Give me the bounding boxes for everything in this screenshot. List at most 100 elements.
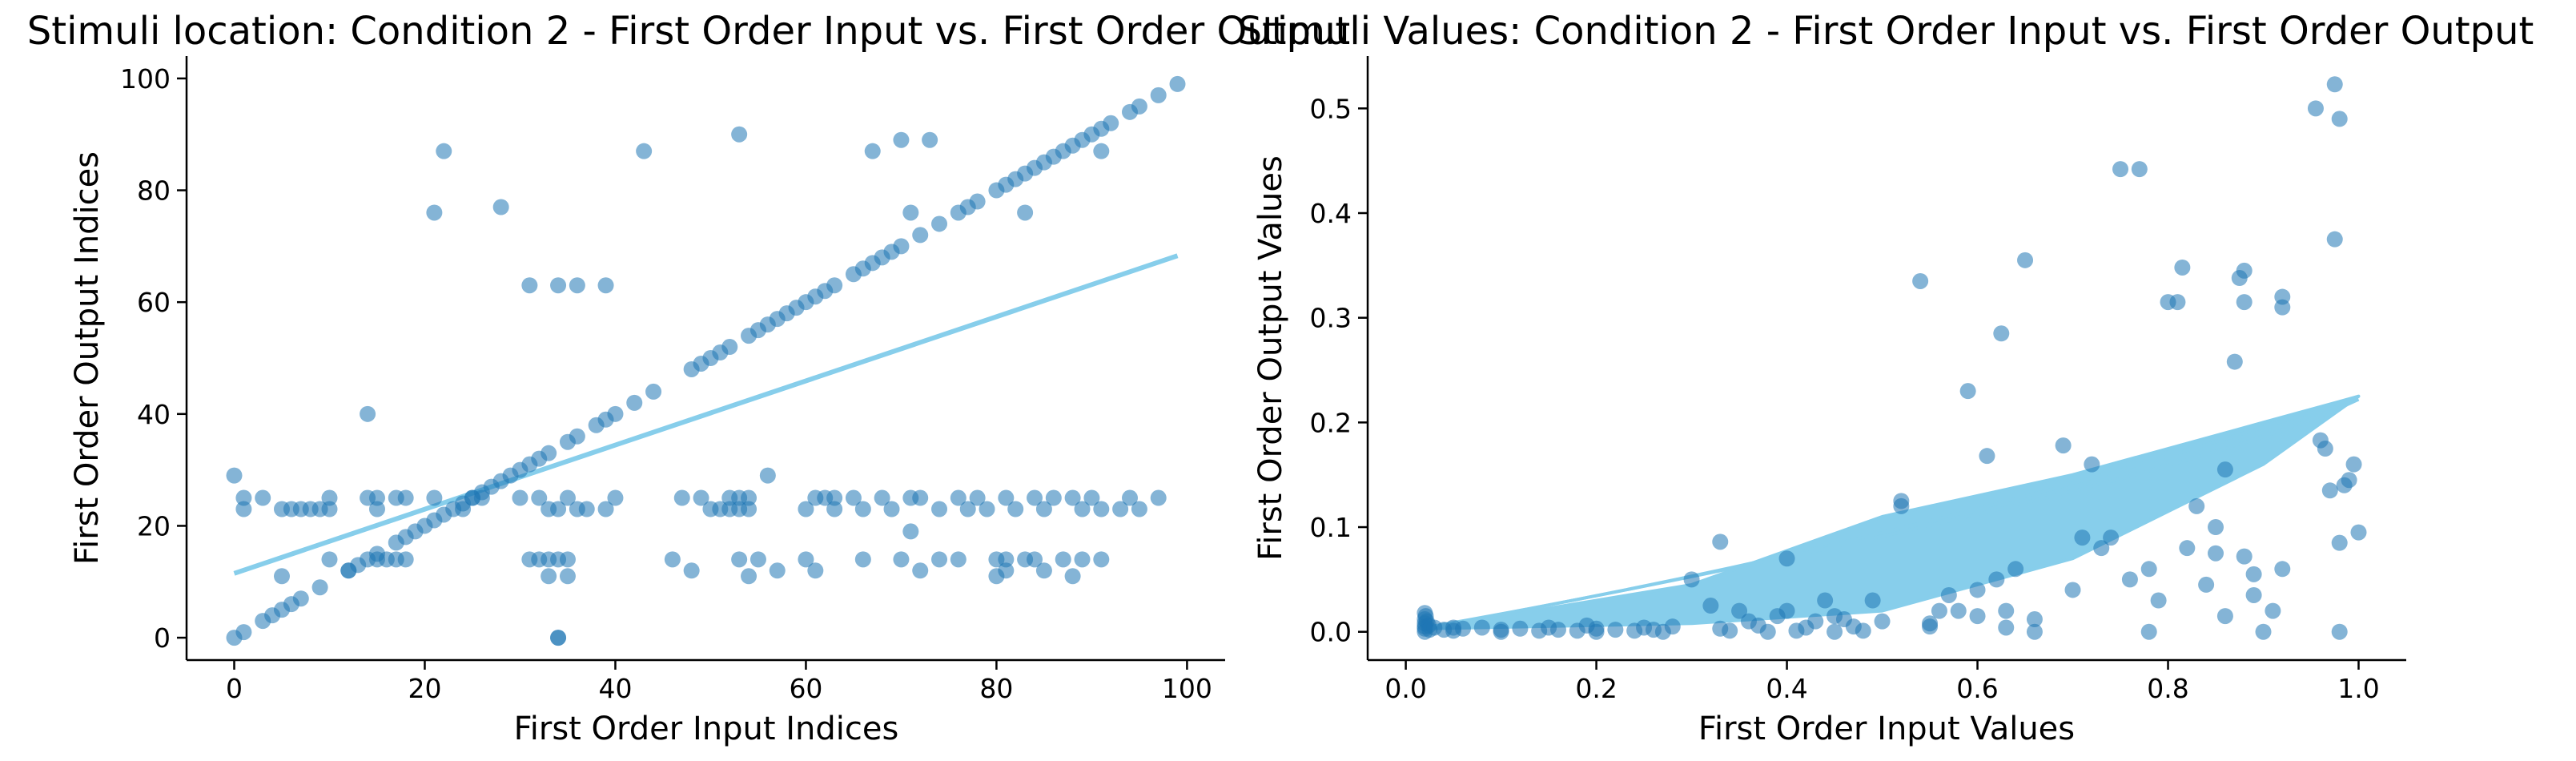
- data-point: [550, 501, 567, 517]
- data-point: [2331, 111, 2348, 127]
- data-point: [1473, 619, 1490, 636]
- data-point: [2307, 100, 2324, 117]
- x-tick-label: 0.4: [1766, 673, 1807, 704]
- data-point: [2345, 456, 2362, 473]
- data-point: [397, 489, 414, 506]
- data-point: [769, 562, 786, 579]
- data-point: [1055, 551, 1071, 568]
- data-point: [1931, 602, 1947, 619]
- data-point: [531, 489, 548, 506]
- data-point: [2274, 288, 2291, 305]
- data-point: [2208, 519, 2224, 536]
- data-point: [2007, 561, 2024, 578]
- regression-line: [233, 253, 1179, 576]
- y-tick-label: 40: [137, 399, 171, 430]
- data-point: [559, 489, 576, 506]
- y-tick-label: 0.3: [1310, 303, 1352, 334]
- x-axis-label: First Order Input Indices: [514, 711, 899, 747]
- data-point: [807, 562, 824, 579]
- fit-curve-strand: [1425, 397, 2360, 630]
- data-point: [2317, 441, 2333, 457]
- data-point: [636, 143, 653, 159]
- data-point: [1035, 501, 1052, 517]
- data-point: [912, 489, 929, 506]
- x-tick-label: 0.0: [1384, 673, 1426, 704]
- chart-title: Stimuli location: Condition 2 - First Or…: [27, 9, 1350, 54]
- data-point: [321, 551, 338, 568]
- data-point: [1027, 551, 1043, 568]
- data-point: [1064, 568, 1081, 585]
- data-point: [2112, 161, 2129, 178]
- data-point: [2274, 561, 2291, 578]
- data-point: [426, 489, 443, 506]
- data-point: [2331, 623, 2348, 640]
- data-point: [2341, 472, 2357, 489]
- data-point: [255, 489, 271, 506]
- x-tick-label: 60: [789, 673, 822, 704]
- data-point: [1702, 598, 1719, 614]
- y-tick-label: 100: [120, 63, 171, 95]
- data-point: [1969, 582, 1986, 598]
- data-point: [1712, 620, 1729, 637]
- x-tick-label: 20: [408, 673, 441, 704]
- data-point: [1950, 602, 1967, 619]
- y-axis-label: First Order Output Indices: [69, 151, 106, 565]
- data-point: [741, 501, 758, 517]
- data-point: [2140, 561, 2157, 578]
- data-point: [2350, 524, 2367, 541]
- data-point: [360, 405, 376, 422]
- data-point: [1807, 613, 1824, 630]
- data-point: [2055, 437, 2072, 454]
- x-tick-label: 40: [598, 673, 632, 704]
- y-tick-label: 0.4: [1310, 198, 1352, 229]
- data-point: [826, 501, 843, 517]
- data-point: [578, 501, 595, 517]
- data-point: [1778, 602, 1795, 619]
- data-point: [664, 551, 681, 568]
- data-point: [2255, 623, 2272, 640]
- data-point: [2026, 611, 2043, 628]
- data-point: [436, 143, 452, 159]
- data-point: [1759, 623, 1776, 640]
- data-point: [292, 590, 309, 607]
- data-point: [864, 143, 881, 159]
- y-tick-label: 80: [137, 175, 171, 207]
- x-axis-label: First Order Input Values: [1698, 711, 2075, 747]
- data-point: [759, 467, 776, 484]
- data-point: [2103, 529, 2120, 546]
- data-point: [597, 501, 614, 517]
- x-ticks: 0 20 40 60 80 100: [226, 660, 1212, 704]
- data-point: [521, 277, 538, 294]
- data-point: [1731, 602, 1748, 619]
- data-point: [922, 131, 938, 148]
- data-point: [731, 126, 748, 143]
- x-ticks: 0.0 0.2 0.4 0.6 0.8 1.0: [1384, 660, 2380, 704]
- chart-stimuli-values: Stimuli Values: Condition 2 - First Orde…: [1238, 9, 2534, 747]
- data-point: [741, 489, 758, 506]
- data-point: [749, 551, 766, 568]
- data-point: [1827, 623, 1843, 640]
- data-point: [2093, 540, 2110, 557]
- data-point: [1712, 534, 1729, 550]
- data-point: [798, 501, 814, 517]
- data-point: [2174, 259, 2191, 276]
- data-point: [1912, 272, 1929, 289]
- data-point: [569, 428, 585, 445]
- x-tick-label: 0.8: [2147, 673, 2188, 704]
- data-point: [626, 394, 643, 411]
- data-point: [2245, 566, 2262, 582]
- data-point: [2074, 529, 2091, 546]
- data-point: [969, 489, 986, 506]
- fit-curve-band: [1423, 394, 2361, 630]
- data-point: [1993, 325, 2010, 342]
- data-point: [1074, 501, 1091, 517]
- data-point: [235, 624, 252, 641]
- data-point: [931, 215, 948, 232]
- y-tick-label: 0.1: [1310, 512, 1352, 543]
- data-point: [693, 489, 709, 506]
- data-point: [1093, 143, 1110, 159]
- scatter-points: [226, 75, 1186, 646]
- y-ticks: 0 20 40 60 80 100: [120, 63, 187, 654]
- data-point: [473, 489, 490, 506]
